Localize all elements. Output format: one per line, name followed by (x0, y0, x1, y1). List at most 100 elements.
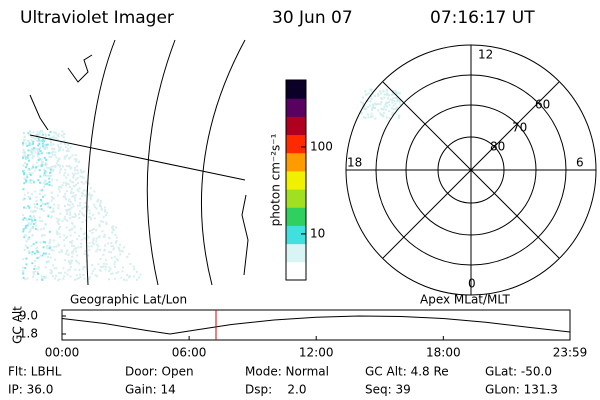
pixel (365, 108, 367, 111)
pixel (65, 164, 68, 167)
pixel (99, 257, 102, 260)
pixel (395, 92, 398, 95)
pixel (27, 149, 30, 152)
pixel (122, 266, 124, 269)
pixel (28, 218, 30, 221)
pixel (49, 168, 52, 171)
colorbar-label: photon cm⁻²s⁻¹ (269, 133, 283, 226)
pixel (69, 234, 72, 237)
tick-label: 10 (310, 226, 325, 240)
pixel (100, 205, 102, 208)
pixel (59, 212, 62, 215)
pixel (49, 271, 52, 274)
pixel (34, 190, 37, 193)
pixel (33, 252, 36, 255)
pixel (62, 136, 65, 139)
pixel (65, 155, 67, 158)
pixel (22, 270, 24, 273)
pixel (36, 278, 38, 281)
pixel (49, 238, 52, 241)
pixel (75, 158, 78, 161)
pixel (395, 106, 398, 109)
pixel (104, 244, 106, 247)
pixel (88, 209, 91, 212)
pixel (87, 254, 90, 257)
pixel (57, 279, 59, 282)
pixel (29, 197, 31, 200)
pixel (394, 108, 397, 111)
pixel (388, 101, 390, 104)
pixel (22, 266, 25, 269)
status-field: GLat: -50.0 (485, 365, 552, 379)
pixel (128, 252, 131, 255)
pixel (54, 131, 57, 134)
status-field: Mode: Normal (245, 365, 329, 379)
pixel (113, 265, 116, 268)
pixel (82, 170, 84, 173)
pixel (59, 271, 62, 274)
pixel (58, 278, 61, 281)
pixel (96, 200, 99, 203)
pixel (26, 191, 29, 194)
pixel (375, 103, 377, 106)
pixel (65, 209, 67, 212)
pixel (24, 244, 27, 247)
pixel (42, 252, 45, 255)
pixel (22, 198, 25, 201)
pixel (38, 131, 41, 134)
pixel (380, 101, 383, 104)
pixel (51, 270, 53, 273)
pixel (43, 179, 46, 182)
pixel (24, 166, 27, 169)
pixel (387, 97, 390, 100)
pixel (34, 137, 37, 140)
pixel (34, 206, 36, 209)
pixel (74, 199, 77, 202)
pixel (75, 247, 78, 250)
pixel (55, 274, 57, 277)
pixel (74, 194, 77, 197)
pixel (23, 169, 26, 172)
pixel (26, 224, 29, 227)
pixel (115, 226, 118, 229)
pixel (49, 137, 52, 140)
pixel (25, 263, 28, 266)
pixel (50, 152, 53, 155)
pixel (65, 150, 68, 152)
pixel (379, 112, 382, 115)
pixel (74, 196, 76, 199)
pixel (78, 187, 81, 190)
pixel (48, 244, 51, 247)
pixel (32, 164, 35, 167)
status-field: GC Alt: 4.8 Re (365, 365, 449, 379)
pixel (65, 198, 67, 201)
pixel (22, 228, 25, 231)
pixel (62, 267, 65, 270)
pixel (127, 276, 130, 279)
pixel (39, 150, 42, 153)
pixel (377, 94, 380, 97)
pixel (22, 214, 25, 217)
pixel (76, 277, 79, 280)
pixel (51, 275, 54, 278)
pixel (71, 227, 74, 230)
pixel (37, 153, 40, 155)
pixel (382, 112, 385, 115)
pixel (67, 208, 70, 211)
pixel (69, 179, 72, 182)
pixel (50, 165, 53, 168)
pixel (98, 236, 100, 239)
pixel (30, 217, 33, 219)
pixel (24, 225, 27, 228)
pixel (66, 269, 69, 272)
colorbar-frame (285, 79, 307, 281)
pixel (55, 137, 58, 139)
pixel (57, 144, 60, 147)
pixel (50, 155, 53, 158)
pixel (45, 171, 48, 174)
pixel (374, 94, 376, 97)
pixel (75, 259, 78, 262)
pixel (32, 131, 35, 134)
pixel (60, 249, 63, 252)
pixel (56, 219, 59, 222)
